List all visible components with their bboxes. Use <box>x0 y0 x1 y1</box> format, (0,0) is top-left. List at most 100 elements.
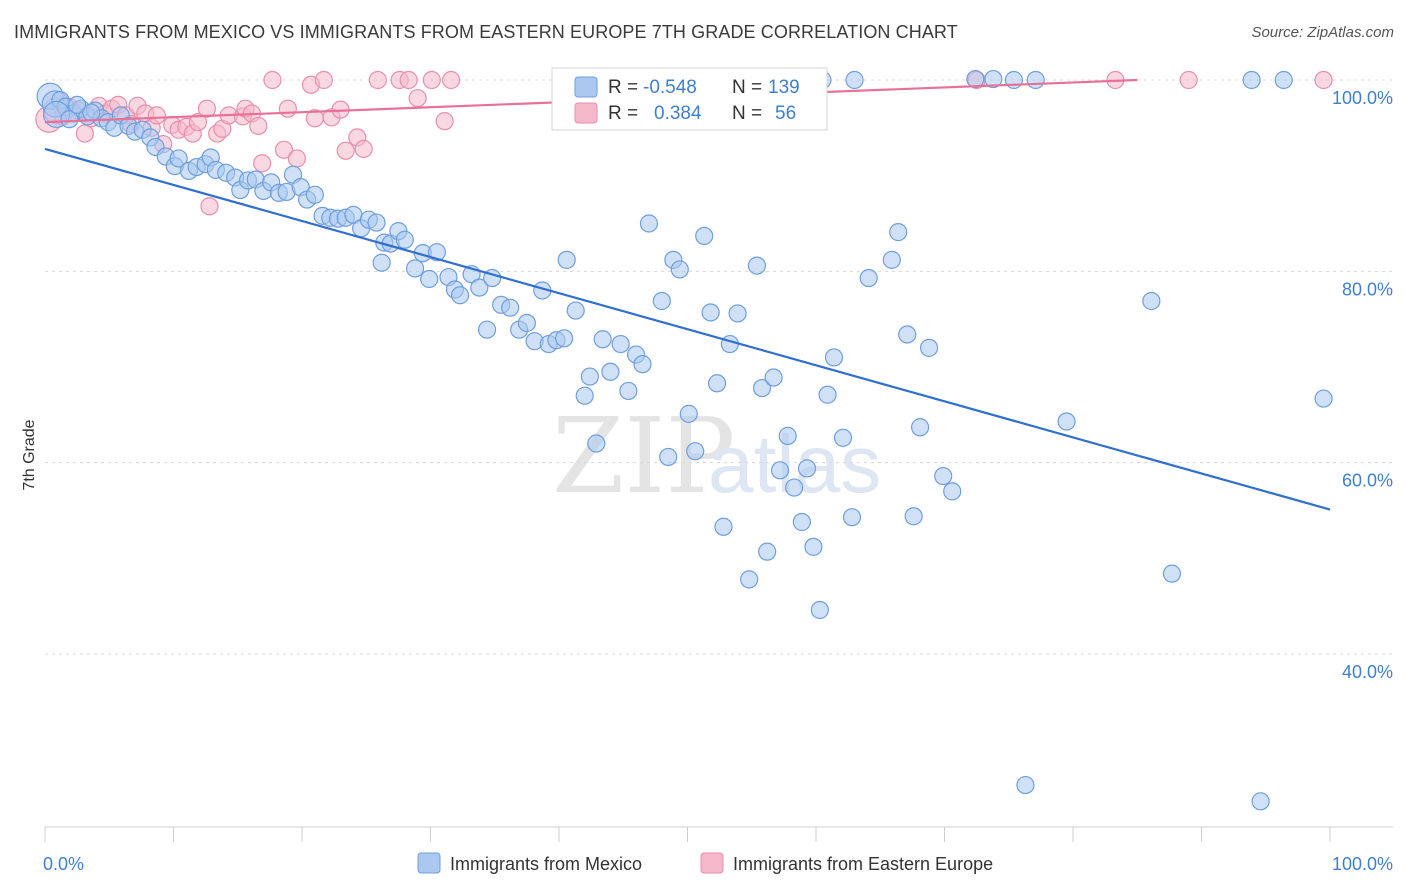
ee-point <box>408 89 427 108</box>
legend: Immigrants from Mexico Immigrants from E… <box>417 852 993 874</box>
mexico-point <box>659 447 678 467</box>
grid-lines <box>45 79 1393 655</box>
legend-mexico-swatch <box>417 852 441 874</box>
mexico-point <box>405 259 425 278</box>
mexico-point <box>395 230 414 249</box>
ee-point <box>188 112 208 132</box>
stats-ee-n-value: 56 <box>775 103 796 124</box>
ee-point <box>422 70 441 90</box>
mexico-point <box>770 461 790 480</box>
source-credit: Source: ZipAtlas.com <box>1251 24 1394 41</box>
mexico-point <box>470 278 489 297</box>
y-tick-label: 40.0% <box>1342 662 1393 682</box>
mexico-point <box>82 103 101 122</box>
mexico-point <box>633 355 652 374</box>
mexico-point <box>652 291 671 311</box>
mexico-point <box>792 512 811 532</box>
ee-point <box>368 70 387 90</box>
mexico-point <box>701 303 720 322</box>
mexico-point <box>169 149 188 168</box>
mexico-point <box>557 250 576 269</box>
x-tick-label-min: 0.0% <box>43 854 84 874</box>
mexico-point <box>966 69 985 89</box>
mexico-point <box>517 313 536 333</box>
ee-point <box>263 70 282 90</box>
ee-point <box>1314 70 1333 90</box>
mexico-points <box>36 69 1333 811</box>
mexico-point <box>882 250 901 269</box>
mexico-point <box>1142 291 1161 311</box>
mexico-point <box>1251 792 1270 811</box>
y-axis: 100.0% 80.0% 60.0% 40.0% <box>1332 88 1393 682</box>
mexico-point <box>728 304 747 323</box>
mexico-point <box>501 298 520 317</box>
mexico-point <box>984 69 1003 89</box>
mexico-point <box>752 378 772 398</box>
mexico-point <box>679 404 698 423</box>
ee-point <box>354 139 373 158</box>
ee-point <box>200 197 219 216</box>
mexico-point <box>824 348 844 367</box>
mexico-point <box>1314 389 1333 408</box>
mexico-point <box>555 329 574 348</box>
ee-point <box>249 116 268 136</box>
mexico-point <box>477 320 497 339</box>
mexico-point <box>695 226 714 246</box>
ee-point <box>435 112 454 131</box>
mexico-point <box>833 428 853 447</box>
mexico-point <box>785 478 804 497</box>
ee-point <box>336 141 355 160</box>
mexico-point <box>305 185 324 204</box>
stats-box: R = -0.548 N = 139 R = 0.384 N = 56 <box>551 67 828 131</box>
mexico-point <box>670 260 689 279</box>
stats-mexico-swatch <box>574 76 598 98</box>
mexico-point <box>747 256 766 275</box>
mexico-point <box>450 286 470 305</box>
mexico-point <box>810 600 829 620</box>
x-tick-label-max: 100.0% <box>1332 854 1393 874</box>
mexico-point <box>904 507 923 526</box>
mexico-point <box>1242 70 1261 90</box>
mexico-point <box>611 334 630 354</box>
mexico-point <box>587 434 606 453</box>
mexico-point <box>919 338 939 357</box>
mexico-point <box>714 517 733 536</box>
mexico-point <box>720 334 740 354</box>
mexico-point <box>427 243 447 262</box>
y-tick-label: 80.0% <box>1342 279 1393 299</box>
mexico-point <box>764 368 783 387</box>
mexico-point <box>898 325 917 344</box>
mexico-point <box>580 367 599 386</box>
mexico-point <box>845 70 864 90</box>
chart-title: IMMIGRANTS FROM MEXICO VS IMMIGRANTS FRO… <box>14 22 958 42</box>
mexico-point <box>420 269 439 289</box>
mexico-point <box>943 482 962 501</box>
mexico-point <box>1026 70 1045 90</box>
mexico-point <box>797 459 817 478</box>
mexico-point <box>1274 70 1293 90</box>
stats-ee-r-label: R = <box>608 103 638 124</box>
mexico-point <box>566 301 585 320</box>
ee-point <box>287 149 306 168</box>
legend-ee-label: Immigrants from Eastern Europe <box>733 854 993 874</box>
mexico-point <box>601 362 620 381</box>
mexico-point <box>818 385 837 404</box>
stats-mexico-r-value: -0.548 <box>643 77 697 98</box>
ee-point <box>147 106 166 125</box>
mexico-point <box>758 542 777 561</box>
mexico-point <box>740 570 759 589</box>
x-axis <box>44 826 1393 842</box>
mexico-point <box>910 418 930 437</box>
ee-point <box>197 99 217 118</box>
legend-ee-label-swatch <box>700 852 724 874</box>
mexico-point <box>367 213 386 232</box>
mexico-point <box>859 268 878 288</box>
legend-mexico-label: Immigrants from Mexico <box>450 854 642 874</box>
mexico-trend-line <box>44 147 1331 511</box>
watermark-zip: ZIP <box>552 395 735 517</box>
y-tick-label: 60.0% <box>1342 471 1393 491</box>
stats-ee-n-label: N = <box>732 103 762 124</box>
ee-point <box>441 70 461 90</box>
ee-point <box>253 154 272 173</box>
